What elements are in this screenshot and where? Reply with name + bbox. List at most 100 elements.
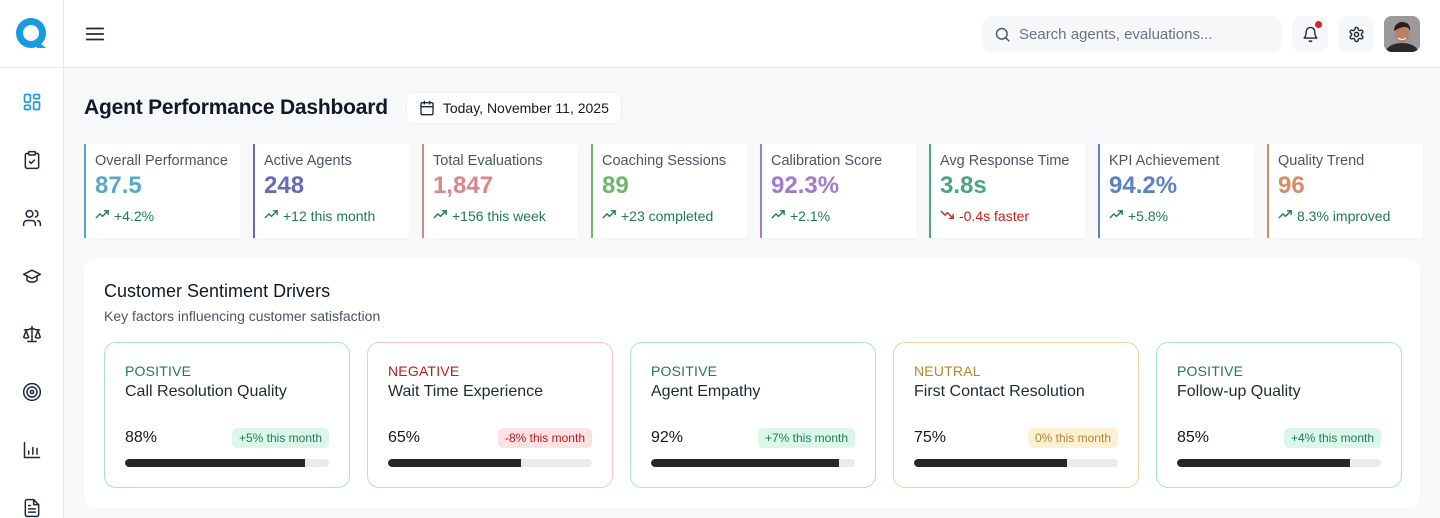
driver-card-first-contact-resolution[interactable]: NEUTRAL First Contact Resolution 75% 0% … bbox=[893, 342, 1139, 488]
kpi-value: 3.8s bbox=[940, 172, 987, 199]
progress-fill bbox=[914, 459, 1067, 467]
progress-bar bbox=[388, 459, 592, 467]
driver-percent: 88% bbox=[125, 429, 158, 446]
driver-name: Wait Time Experience bbox=[388, 383, 544, 400]
kpi-card-quality-trend[interactable]: Quality Trend 96 8.3% improved bbox=[1267, 144, 1423, 238]
sidebar-item-calibration[interactable] bbox=[12, 314, 52, 354]
calendar-icon bbox=[420, 100, 434, 116]
kpi-delta: +4.2% bbox=[95, 207, 240, 225]
change-badge: 0% this month bbox=[1027, 428, 1118, 448]
sidebar-item-agents[interactable] bbox=[12, 198, 52, 238]
gear-icon bbox=[1348, 26, 1364, 42]
kpi-label: Quality Trend bbox=[1278, 153, 1365, 169]
progress-bar bbox=[125, 459, 329, 467]
search-box[interactable] bbox=[982, 16, 1282, 52]
driver-percent: 75% bbox=[914, 429, 947, 446]
driver-percent: 85% bbox=[1177, 429, 1210, 446]
kpi-label: KPI Achievement bbox=[1109, 153, 1220, 169]
kpi-card-kpi-achievement[interactable]: KPI Achievement 94.2% +5.8% bbox=[1098, 144, 1254, 238]
change-badge: +7% this month bbox=[757, 428, 855, 448]
progress-bar bbox=[651, 459, 855, 467]
kpi-delta-text: +156 this week bbox=[452, 208, 546, 224]
kpi-value: 89 bbox=[602, 172, 629, 199]
panel-subtitle: Key factors influencing customer satisfa… bbox=[104, 308, 381, 324]
sentiment-label: POSITIVE bbox=[1177, 363, 1244, 379]
date-label: Today, November 11, 2025 bbox=[442, 100, 609, 116]
kpi-delta-text: +2.1% bbox=[790, 208, 831, 224]
customer-sentiment-panel: Customer Sentiment Drivers Key factors i… bbox=[84, 258, 1420, 508]
sentiment-drivers: POSITIVE Call Resolution Quality 88% +5%… bbox=[104, 342, 1402, 488]
driver-percent: 65% bbox=[388, 429, 421, 446]
kpi-delta: -0.4s faster bbox=[940, 207, 1085, 225]
search-input[interactable] bbox=[1019, 25, 1269, 43]
clipboard-check-icon bbox=[24, 150, 40, 170]
trending-up-icon bbox=[602, 207, 621, 225]
sentiment-label: POSITIVE bbox=[125, 363, 192, 379]
progress-fill bbox=[125, 459, 305, 467]
date-picker-button[interactable]: Today, November 11, 2025 bbox=[405, 92, 622, 124]
bell-icon bbox=[1302, 26, 1318, 42]
menu-toggle-button[interactable] bbox=[80, 19, 110, 49]
kpi-card-calibration-score[interactable]: Calibration Score 92.3% +2.1% bbox=[760, 144, 916, 238]
kpi-value: 96 bbox=[1278, 172, 1305, 199]
sentiment-label: NEUTRAL bbox=[914, 363, 981, 379]
trending-up-icon bbox=[433, 207, 452, 225]
change-badge: +5% this month bbox=[231, 428, 329, 448]
kpi-card-active-agents[interactable]: Active Agents 248 +12 this month bbox=[253, 144, 409, 238]
kpi-delta: +2.1% bbox=[771, 207, 916, 225]
kpi-delta-text: -0.4s faster bbox=[959, 208, 1030, 224]
kpi-value: 1,847 bbox=[433, 172, 494, 199]
sidebar-item-coaching[interactable] bbox=[12, 256, 52, 296]
app-logo[interactable] bbox=[0, 0, 64, 68]
sidebar-item-reports[interactable] bbox=[12, 430, 52, 470]
layout-grid-icon bbox=[23, 93, 41, 111]
driver-card-wait-time-experience[interactable]: NEGATIVE Wait Time Experience 65% -8% th… bbox=[367, 342, 613, 488]
trending-down-icon bbox=[940, 207, 959, 225]
kpi-label: Total Evaluations bbox=[433, 153, 543, 169]
driver-name: First Contact Resolution bbox=[914, 383, 1085, 400]
progress-fill bbox=[1177, 459, 1351, 467]
driver-name: Agent Empathy bbox=[651, 383, 761, 400]
kpi-card-overall-performance[interactable]: Overall Performance 87.5 +4.2% bbox=[84, 144, 240, 238]
driver-card-agent-empathy[interactable]: POSITIVE Agent Empathy 92% +7% this mont… bbox=[630, 342, 876, 488]
kpi-delta: +156 this week bbox=[433, 207, 578, 225]
sidebar-item-documents[interactable] bbox=[12, 488, 52, 518]
sidebar-item-goals[interactable] bbox=[12, 372, 52, 412]
kpi-delta-text: +12 this month bbox=[283, 208, 376, 224]
driver-name: Call Resolution Quality bbox=[125, 383, 287, 400]
kpi-delta-text: +4.2% bbox=[114, 208, 155, 224]
logo-icon bbox=[16, 17, 46, 48]
users-icon bbox=[22, 209, 42, 227]
driver-card-call-resolution-quality[interactable]: POSITIVE Call Resolution Quality 88% +5%… bbox=[104, 342, 350, 488]
target-icon bbox=[22, 382, 42, 402]
change-badge: +4% this month bbox=[1283, 428, 1381, 448]
kpi-card-avg-response-time[interactable]: Avg Response Time 3.8s -0.4s faster bbox=[929, 144, 1085, 238]
sidebar bbox=[0, 0, 64, 518]
scale-icon bbox=[22, 325, 42, 343]
driver-name: Follow-up Quality bbox=[1177, 383, 1301, 400]
trending-up-icon bbox=[771, 207, 790, 225]
progress-fill bbox=[651, 459, 839, 467]
kpi-card-total-evaluations[interactable]: Total Evaluations 1,847 +156 this week bbox=[422, 144, 578, 238]
settings-button[interactable] bbox=[1338, 16, 1374, 52]
progress-bar bbox=[914, 459, 1118, 467]
sidebar-item-dashboard[interactable] bbox=[12, 82, 52, 122]
kpi-label: Calibration Score bbox=[771, 153, 883, 169]
kpi-cards: Overall Performance 87.5 +4.2% Active Ag… bbox=[84, 144, 1423, 238]
bar-chart-icon bbox=[23, 441, 41, 459]
notification-dot bbox=[1315, 21, 1322, 28]
driver-percent: 92% bbox=[651, 429, 684, 446]
sidebar-item-evaluations[interactable] bbox=[12, 140, 52, 180]
hamburger-menu-icon bbox=[85, 27, 105, 41]
kpi-label: Overall Performance bbox=[95, 153, 228, 169]
trending-up-icon bbox=[1109, 207, 1128, 225]
trending-up-icon bbox=[95, 207, 114, 225]
kpi-card-coaching-sessions[interactable]: Coaching Sessions 89 +23 completed bbox=[591, 144, 747, 238]
kpi-label: Avg Response Time bbox=[940, 153, 1070, 169]
notifications-button[interactable] bbox=[1292, 16, 1328, 52]
kpi-label: Active Agents bbox=[264, 153, 352, 169]
kpi-delta-text: +23 completed bbox=[621, 208, 714, 224]
user-avatar[interactable] bbox=[1384, 16, 1420, 52]
driver-card-follow-up-quality[interactable]: POSITIVE Follow-up Quality 85% +4% this … bbox=[1156, 342, 1402, 488]
kpi-delta: +5.8% bbox=[1109, 207, 1254, 225]
